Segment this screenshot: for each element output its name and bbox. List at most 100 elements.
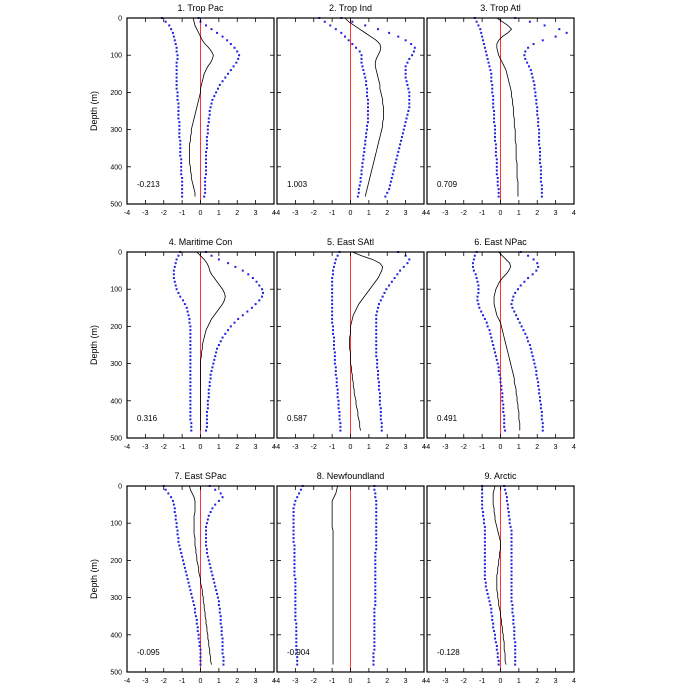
spread-upper-point — [377, 28, 380, 31]
spread-upper-point — [229, 69, 232, 72]
spread-lower-point — [295, 626, 298, 629]
spread-lower-point — [504, 429, 507, 432]
spread-lower-point — [183, 566, 186, 569]
spread-upper-point — [220, 630, 223, 633]
spread-lower-point — [293, 548, 296, 551]
spread-upper-point — [514, 644, 517, 647]
x-tick-label: -3 — [142, 444, 148, 451]
spread-lower-point — [364, 139, 367, 142]
spread-lower-point — [479, 28, 482, 31]
spread-upper-point — [205, 136, 208, 139]
spread-upper-point — [510, 551, 513, 554]
spread-lower-point — [492, 95, 495, 98]
spread-upper-point — [399, 143, 402, 146]
spread-lower-point — [496, 362, 499, 365]
spread-upper-point — [207, 396, 210, 399]
spread-lower-point — [177, 102, 180, 105]
spread-lower-point — [488, 65, 491, 68]
spread-lower-point — [331, 277, 334, 280]
spread-lower-point — [185, 306, 188, 309]
spread-lower-point — [366, 106, 369, 109]
y-tick-label: 0 — [118, 484, 122, 491]
spread-lower-point — [489, 604, 492, 607]
spread-upper-point — [510, 596, 513, 599]
spread-upper-point — [229, 325, 232, 328]
spread-upper-point — [215, 589, 218, 592]
spread-upper-point — [375, 332, 378, 335]
spread-upper-point — [375, 336, 378, 339]
spread-upper-point — [508, 518, 511, 521]
spread-upper-point — [540, 418, 543, 421]
spread-upper-point — [219, 618, 222, 621]
spread-lower-point — [294, 581, 297, 584]
spread-lower-point — [177, 254, 180, 257]
spread-lower-point — [294, 615, 297, 618]
spread-upper-point — [526, 336, 529, 339]
spread-lower-point — [178, 544, 181, 547]
spread-lower-point — [497, 191, 500, 194]
spread-upper-point — [217, 258, 220, 261]
spread-upper-point — [539, 162, 542, 165]
spread-upper-point — [393, 165, 396, 168]
spread-upper-point — [510, 581, 513, 584]
spread-lower-point — [190, 592, 193, 595]
spread-lower-point — [493, 124, 496, 127]
spread-lower-point — [486, 57, 489, 60]
spread-lower-point — [175, 258, 178, 261]
spread-lower-point — [491, 87, 494, 90]
spread-lower-point — [179, 548, 182, 551]
spread-upper-point — [404, 121, 407, 124]
spread-upper-point — [511, 299, 514, 302]
spread-upper-point — [375, 321, 378, 324]
x-tick-label: 4 — [272, 678, 276, 685]
spread-lower-point — [483, 317, 486, 320]
spread-upper-point — [506, 503, 509, 506]
spread-lower-point — [492, 344, 495, 346]
spread-upper-point — [208, 381, 211, 384]
x-tick-label: 2 — [235, 678, 239, 685]
spread-lower-point — [294, 592, 297, 595]
spread-upper-point — [215, 351, 218, 354]
spread-upper-point — [405, 117, 408, 120]
spread-lower-point — [178, 128, 181, 131]
spread-upper-point — [540, 410, 543, 413]
spread-lower-point — [362, 154, 365, 157]
spread-lower-point — [488, 329, 491, 332]
spread-upper-point — [510, 563, 513, 566]
spread-upper-point — [408, 98, 411, 101]
x-tick-label: 1 — [217, 678, 221, 685]
spread-lower-point — [189, 381, 192, 384]
panel-3: 3. Trop Atl -4 -3 -2 -1 0 1 2 3 4 0.709 — [424, 3, 576, 217]
spread-upper-point — [510, 574, 513, 577]
spread-lower-point — [167, 492, 170, 495]
x-tick-label: 3 — [254, 678, 258, 685]
spread-upper-point — [510, 537, 513, 540]
spread-upper-point — [384, 195, 387, 198]
spread-lower-point — [365, 132, 368, 135]
x-tick-label: 3 — [554, 444, 558, 451]
panel-value-label: 0.491 — [437, 414, 458, 423]
spread-upper-point — [385, 288, 388, 291]
spread-lower-point — [331, 303, 334, 306]
spread-lower-point — [293, 551, 296, 554]
spread-lower-point — [299, 488, 302, 491]
spread-upper-point — [512, 618, 515, 621]
spread-lower-point — [295, 633, 298, 636]
spread-lower-point — [180, 551, 183, 554]
spread-lower-point — [181, 176, 184, 179]
spread-lower-point — [182, 559, 185, 562]
spread-upper-point — [397, 150, 400, 153]
spread-lower-point — [293, 544, 296, 547]
spread-lower-point — [323, 20, 326, 23]
spread-lower-point — [180, 162, 183, 165]
spread-lower-point — [181, 191, 184, 194]
spread-upper-point — [203, 195, 206, 198]
spread-upper-point — [509, 525, 512, 528]
spread-lower-point — [175, 87, 178, 90]
spread-upper-point — [541, 429, 544, 432]
spread-lower-point — [495, 358, 498, 361]
spread-upper-point — [375, 511, 378, 514]
spread-lower-point — [494, 143, 497, 146]
spread-upper-point — [510, 544, 513, 547]
spread-lower-point — [493, 132, 496, 135]
